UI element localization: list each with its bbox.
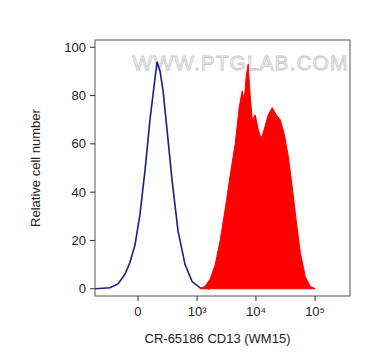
y-axis-label: Relative cell number [28,108,43,226]
x-tick-label: 10⁵ [305,304,325,319]
x-tick-label: 10⁴ [246,304,266,319]
y-tick-label: 80 [72,88,86,103]
y-tick-label: 100 [64,40,86,55]
y-tick-label: 60 [72,136,86,151]
line [95,62,210,289]
x-tick-label: 0 [134,304,141,319]
y-tick-label: 20 [72,233,86,248]
y-tick [90,288,95,289]
y-tick-label: 40 [72,185,86,200]
x-tick-label: 10³ [188,304,207,319]
x-axis-label: CR-65186 CD13 (WM15) [145,331,291,346]
y-tick [90,192,95,193]
x-tick [197,296,198,301]
marks [95,62,315,289]
y-tick [90,143,95,144]
watermark: WWW.PTGLAB.COM [133,51,349,74]
area [200,64,315,289]
y-tick [90,95,95,96]
x-tick [255,296,256,301]
y-tick [90,47,95,48]
chart: WWW.PTGLAB.COM 0 20 40 60 80 100 0 10³ 10⁴ 10⁵ CR-6… [0,0,372,364]
x-tick [137,296,138,301]
y-tick [90,240,95,241]
y-tick-label: 0 [79,281,86,296]
x-tick [315,296,316,301]
plot-frame [95,40,350,296]
